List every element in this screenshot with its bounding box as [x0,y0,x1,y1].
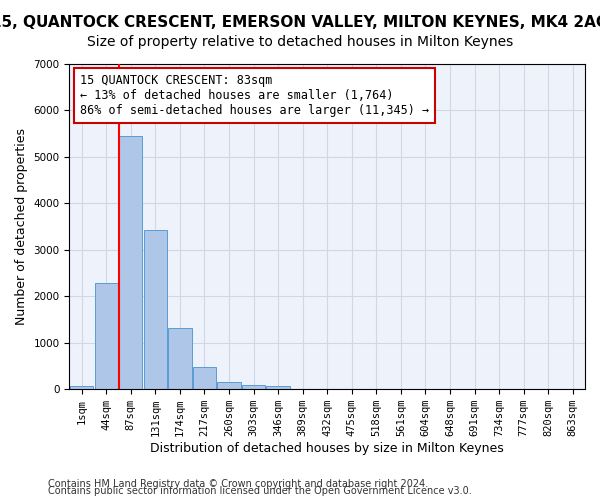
Bar [242,385,265,389]
Y-axis label: Number of detached properties: Number of detached properties [15,128,28,325]
Bar [70,386,94,389]
Text: Contains HM Land Registry data © Crown copyright and database right 2024.: Contains HM Land Registry data © Crown c… [48,479,428,489]
Bar [119,136,142,389]
Bar [193,368,216,389]
Bar [217,382,241,389]
Text: Size of property relative to detached houses in Milton Keynes: Size of property relative to detached ho… [87,35,513,49]
Bar [168,328,191,389]
Text: Contains public sector information licensed under the Open Government Licence v3: Contains public sector information licen… [48,486,472,496]
Text: 15, QUANTOCK CRESCENT, EMERSON VALLEY, MILTON KEYNES, MK4 2AG: 15, QUANTOCK CRESCENT, EMERSON VALLEY, M… [0,15,600,30]
Bar [266,386,290,389]
Text: 15 QUANTOCK CRESCENT: 83sqm
← 13% of detached houses are smaller (1,764)
86% of : 15 QUANTOCK CRESCENT: 83sqm ← 13% of det… [80,74,429,117]
Bar [95,284,118,389]
X-axis label: Distribution of detached houses by size in Milton Keynes: Distribution of detached houses by size … [151,442,504,455]
Bar [143,230,167,389]
